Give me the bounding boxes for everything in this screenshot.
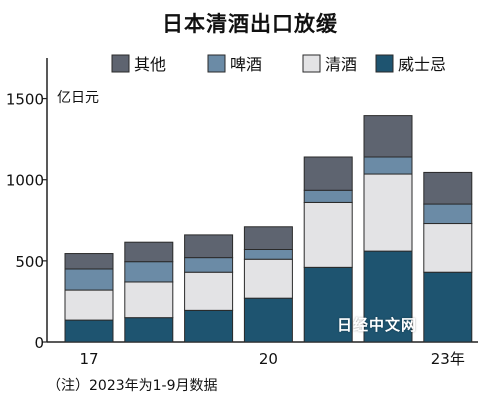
x-tick-label: 23年 [431,350,465,368]
bar-segment-威士忌-2017 [64,319,114,343]
bar-segment-威士忌-2023 [423,271,473,343]
bar-segment-清酒-2020 [243,258,293,299]
x-tick-label: 17 [79,350,98,368]
bar-segment-啤酒-2017 [64,268,114,291]
legend-swatch [207,54,226,73]
bar-segment-清酒-2023 [423,223,473,273]
bar-segment-啤酒-2021 [303,189,353,203]
bars: 17 20 23年 [64,115,473,368]
bar-segment-啤酒-2023 [423,203,473,225]
legend-swatch [111,54,130,73]
bar-segment-清酒-2018 [124,281,174,319]
bar-segment-啤酒-2018 [124,261,174,283]
bar-segment-其他-2020 [243,226,293,250]
y-tick-label: 0 [34,334,44,352]
bar-segment-清酒-2017 [64,289,114,321]
x-tick-label: 20 [259,350,278,368]
bar-segment-威士忌-2021 [303,266,353,343]
y-axis-label: 亿日元 [57,90,99,106]
bar-segment-威士忌-2018 [124,317,174,343]
bar-segment-啤酒-2019 [184,257,234,273]
bar-segment-其他-2019 [184,234,234,259]
legend-swatch [302,54,321,73]
legend: 其他 啤酒 清酒 威士忌 [111,54,446,74]
bar-segment-清酒-2019 [184,271,234,311]
y-tick-label: 1000 [6,172,44,190]
legend-label: 清酒 [325,55,357,74]
chart-title: 日本清酒出口放缓 [162,12,338,36]
y-tick-label: 1500 [6,91,44,109]
bar-segment-其他-2021 [303,156,353,191]
legend-label: 啤酒 [230,55,262,74]
bar-segment-其他-2023 [423,171,473,205]
bar-segment-威士忌-2020 [243,297,293,343]
bar-segment-清酒-2022 [363,173,413,252]
bar-segment-其他-2018 [124,241,174,263]
bar-segment-清酒-2021 [303,201,353,268]
y-tick-label: 500 [15,253,44,271]
bar-segment-威士忌-2019 [184,309,234,343]
bar-segment-啤酒-2020 [243,248,293,260]
legend-label: 其他 [134,55,166,74]
bar-segment-其他-2022 [363,115,413,158]
bar-segment-啤酒-2022 [363,156,413,175]
bar-segment-其他-2017 [64,253,114,270]
legend-label: 威士忌 [398,55,446,74]
watermark: 日经中文网 [337,316,418,334]
footnote: （注）2023年为1-9月数据 [47,378,218,394]
legend-swatch [375,54,394,73]
